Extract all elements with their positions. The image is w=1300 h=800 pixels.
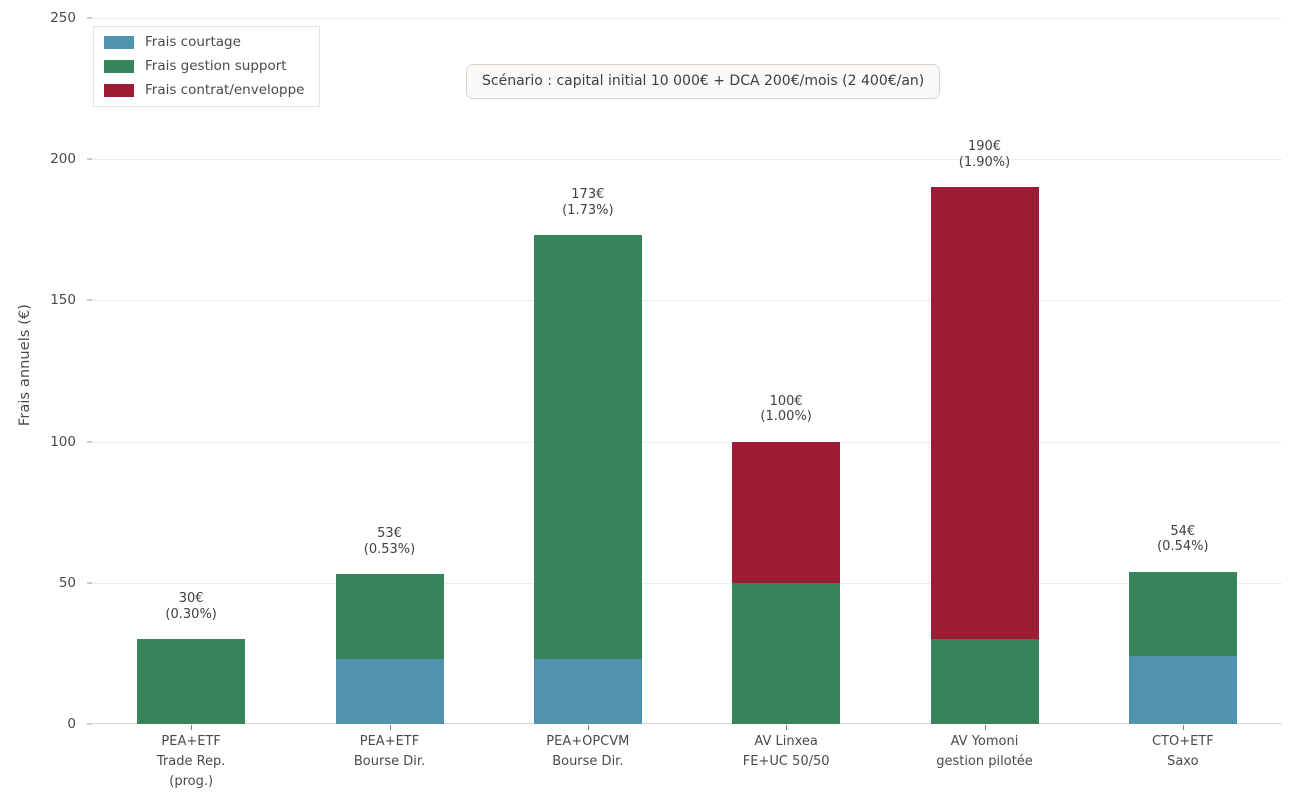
bar-segment[interactable] [533, 235, 642, 660]
bar-segment[interactable] [732, 582, 841, 724]
legend-swatch [104, 59, 134, 73]
bar-segment[interactable] [335, 574, 444, 660]
bar-percent-text: (1.90%) [958, 154, 1011, 170]
x-tick-label-line: gestion pilotée [936, 754, 1033, 770]
bar-total-text: 173€ [571, 187, 605, 203]
bar-percent-text: (0.30%) [165, 606, 217, 622]
x-tick-mark [786, 725, 788, 730]
x-tick-label-line: (prog.) [169, 774, 214, 790]
legend-item[interactable]: Frais gestion support [104, 58, 305, 74]
bar-stack[interactable]: 54€ (0.54%) [1128, 18, 1237, 724]
y-tick-label: 150 [50, 292, 76, 309]
x-tick-mark [984, 725, 986, 730]
x-tick-label: PEA+OPCVM Bourse Dir. [546, 732, 629, 772]
bar-value-label: 173€ (1.73%) [562, 187, 613, 218]
y-tick-label: 200 [50, 151, 76, 168]
x-tick-label: AV Yomoni gestion pilotée [936, 732, 1033, 772]
gridline [92, 582, 1282, 584]
gridline [92, 18, 1282, 19]
y-tick-mark [87, 17, 92, 19]
plot-area: 0 50 100 150 200 250 30€ (0.30%) 53€ (0.53%) 173€… [50, 10, 1282, 732]
bar-percent-text: (1.73%) [562, 202, 614, 218]
y-axis-label-text: Frais annuels (€) [17, 303, 34, 427]
x-tick-label-line: PEA+OPCVM [546, 734, 630, 749]
legend-label: Frais contrat/enveloppe [145, 82, 305, 98]
y-tick-mark [87, 582, 92, 584]
bar-total-text: 100€ [769, 393, 803, 409]
y-tick-mark [87, 299, 92, 301]
x-tick-label-line: Saxo [1167, 754, 1199, 770]
y-tick-label: 50 [58, 574, 76, 591]
y-axis-label: Frais annuels (€) [12, 0, 38, 730]
x-tick-label-line: AV Yomoni [950, 734, 1019, 749]
y-tick-mark [87, 723, 92, 725]
x-tick-mark [587, 725, 589, 730]
x-tick-mark [389, 725, 391, 730]
legend-swatch [104, 83, 134, 97]
y-tick-label: 250 [50, 10, 76, 26]
bar-stack[interactable]: 173€ (1.73%) [533, 18, 642, 724]
x-tick-label-line: Bourse Dir. [552, 754, 624, 770]
bar-segment[interactable] [732, 441, 841, 583]
bar-segment[interactable] [533, 659, 642, 724]
x-tick-label: PEA+ETF Trade Rep. (prog.) [157, 732, 226, 792]
x-axis-baseline [92, 723, 1282, 724]
bar-segment[interactable] [1128, 571, 1237, 657]
gridline [92, 441, 1282, 443]
bar-stack[interactable]: 30€ (0.30%) [137, 18, 246, 724]
bar-stack[interactable]: 53€ (0.53%) [335, 18, 444, 724]
y-tick-label: 100 [50, 433, 76, 450]
bar-value-label: 190€ (1.90%) [959, 139, 1010, 170]
bar-value-label: 100€ (1.00%) [760, 394, 811, 425]
x-tick-label-line: AV Linxea [754, 734, 818, 749]
bar-segment[interactable] [335, 659, 444, 724]
bar-segment[interactable] [930, 187, 1039, 640]
x-tick-label-line: CTO+ETF [1151, 734, 1214, 749]
bar-stack[interactable]: 190€ (1.90%) [930, 18, 1039, 724]
x-tick-label-line: Bourse Dir. [353, 754, 426, 770]
legend-swatch [104, 35, 134, 49]
bar-total-text: 30€ [178, 591, 204, 607]
legend-label: Frais gestion support [145, 58, 287, 74]
bar-value-label: 30€ (0.30%) [165, 591, 216, 622]
legend-item[interactable]: Frais contrat/enveloppe [104, 82, 305, 98]
bar-segment[interactable] [1128, 656, 1237, 724]
bar-percent-text: (1.00%) [760, 408, 812, 424]
x-tick-label-line: PEA+ETF [359, 734, 420, 749]
scenario-annotation: Scénario : capital initial 10 000€ + DCA… [466, 64, 941, 99]
y-tick-mark [87, 158, 92, 160]
gridline [92, 300, 1282, 302]
x-tick-label-line: FE+UC 50/50 [742, 754, 830, 770]
chart-legend: Frais courtage Frais gestion support Frais… [93, 26, 320, 107]
bar-total-text: 54€ [1170, 523, 1196, 539]
bar-segment[interactable] [930, 639, 1039, 724]
bar-percent-text: (0.54%) [1157, 538, 1209, 554]
bar-percent-text: (0.53%) [363, 541, 416, 557]
bar-total-text: 53€ [377, 526, 402, 542]
y-tick-label: 0 [67, 716, 76, 732]
x-tick-mark [191, 725, 193, 730]
bar-value-label: 53€ (0.53%) [364, 526, 415, 557]
bar-value-label: 54€ (0.54%) [1157, 524, 1208, 555]
bar-stack[interactable]: 100€ (1.00%) [732, 18, 841, 724]
x-tick-label: PEA+ETF Bourse Dir. [354, 732, 425, 772]
bar-total-text: 190€ [967, 139, 1002, 155]
x-tick-label: CTO+ETF Saxo [1152, 732, 1214, 772]
x-tick-mark [1182, 725, 1184, 730]
legend-item[interactable]: Frais courtage [104, 34, 305, 50]
x-tick-label-line: PEA+ETF [161, 734, 221, 749]
x-tick-label-line: Trade Rep. [156, 754, 226, 770]
legend-label: Frais courtage [145, 34, 241, 50]
bar-segment[interactable] [137, 639, 246, 724]
gridline [92, 159, 1282, 161]
y-tick-mark [87, 441, 92, 443]
x-tick-label: AV Linxea FE+UC 50/50 [743, 732, 830, 772]
